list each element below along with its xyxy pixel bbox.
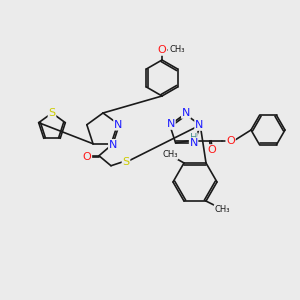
Text: N: N: [167, 119, 175, 129]
Text: CH₃: CH₃: [214, 205, 230, 214]
Text: H: H: [190, 133, 197, 143]
Text: O: O: [158, 45, 166, 55]
Text: N: N: [195, 120, 203, 130]
Text: N: N: [114, 120, 122, 130]
Text: N: N: [182, 108, 190, 118]
Text: N: N: [109, 140, 117, 150]
Text: CH₃: CH₃: [162, 150, 178, 159]
Text: O: O: [226, 136, 235, 146]
Text: S: S: [122, 157, 130, 167]
Text: O: O: [207, 145, 216, 155]
Text: S: S: [48, 108, 56, 118]
Text: CH₃: CH₃: [169, 44, 184, 53]
Text: N: N: [189, 138, 198, 148]
Text: O: O: [82, 152, 91, 162]
